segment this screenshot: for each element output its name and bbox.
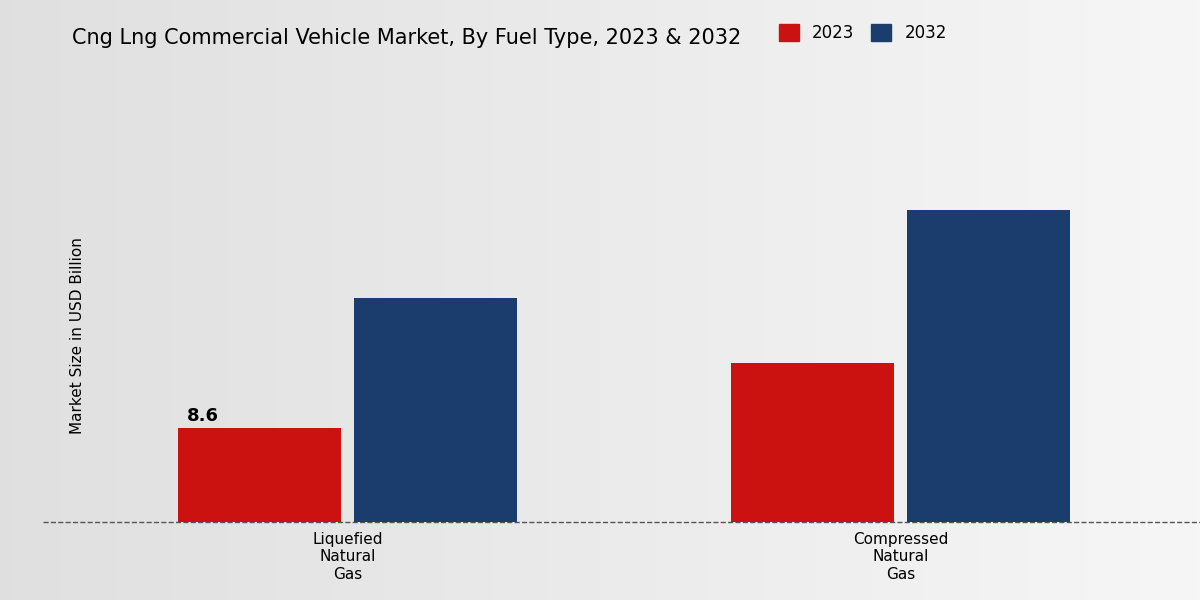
Legend: 2023, 2032: 2023, 2032 xyxy=(772,17,954,49)
Bar xyxy=(178,428,341,522)
Bar xyxy=(907,210,1070,522)
Y-axis label: Market Size in USD Billion: Market Size in USD Billion xyxy=(70,238,85,434)
Text: 8.6: 8.6 xyxy=(187,407,218,425)
Text: Cng Lng Commercial Vehicle Market, By Fuel Type, 2023 & 2032: Cng Lng Commercial Vehicle Market, By Fu… xyxy=(72,28,742,48)
Bar xyxy=(731,364,894,522)
Bar xyxy=(354,298,517,522)
